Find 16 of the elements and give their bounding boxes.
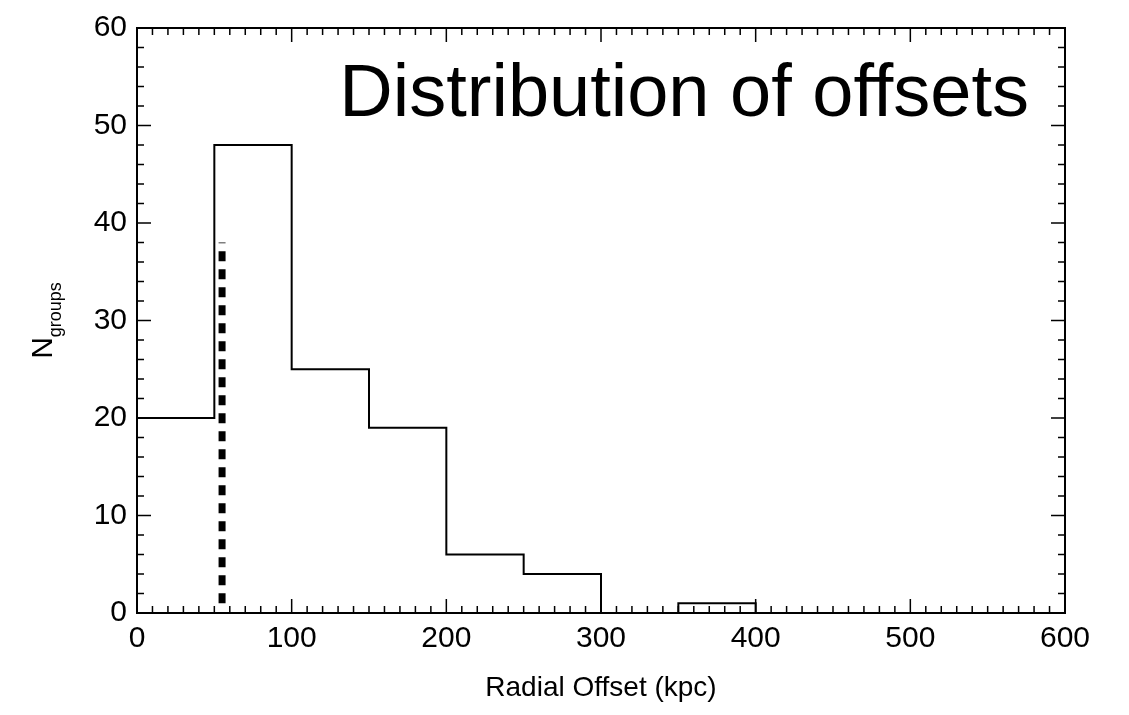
x-axis-title: Radial Offset (kpc)	[485, 671, 717, 702]
x-tick-label: 200	[421, 620, 472, 654]
y-tick-label: 0	[110, 594, 127, 628]
x-tick-label: 500	[885, 620, 936, 654]
y-axis-title: Ngroups	[25, 282, 65, 359]
y-tick-label: 40	[93, 204, 127, 238]
y-tick-label: 20	[93, 399, 127, 433]
y-tick-label: 50	[93, 106, 127, 140]
y-tick-label: 60	[93, 9, 127, 43]
y-tick-label: 30	[93, 301, 127, 335]
x-tick-label: 300	[575, 620, 627, 654]
chart-title: Distribution of offsets	[339, 49, 1029, 132]
x-tick-label: 600	[1039, 620, 1091, 654]
x-tick-label: 100	[266, 620, 317, 654]
y-tick-label: 10	[93, 496, 127, 530]
x-tick-label: 400	[730, 620, 781, 654]
